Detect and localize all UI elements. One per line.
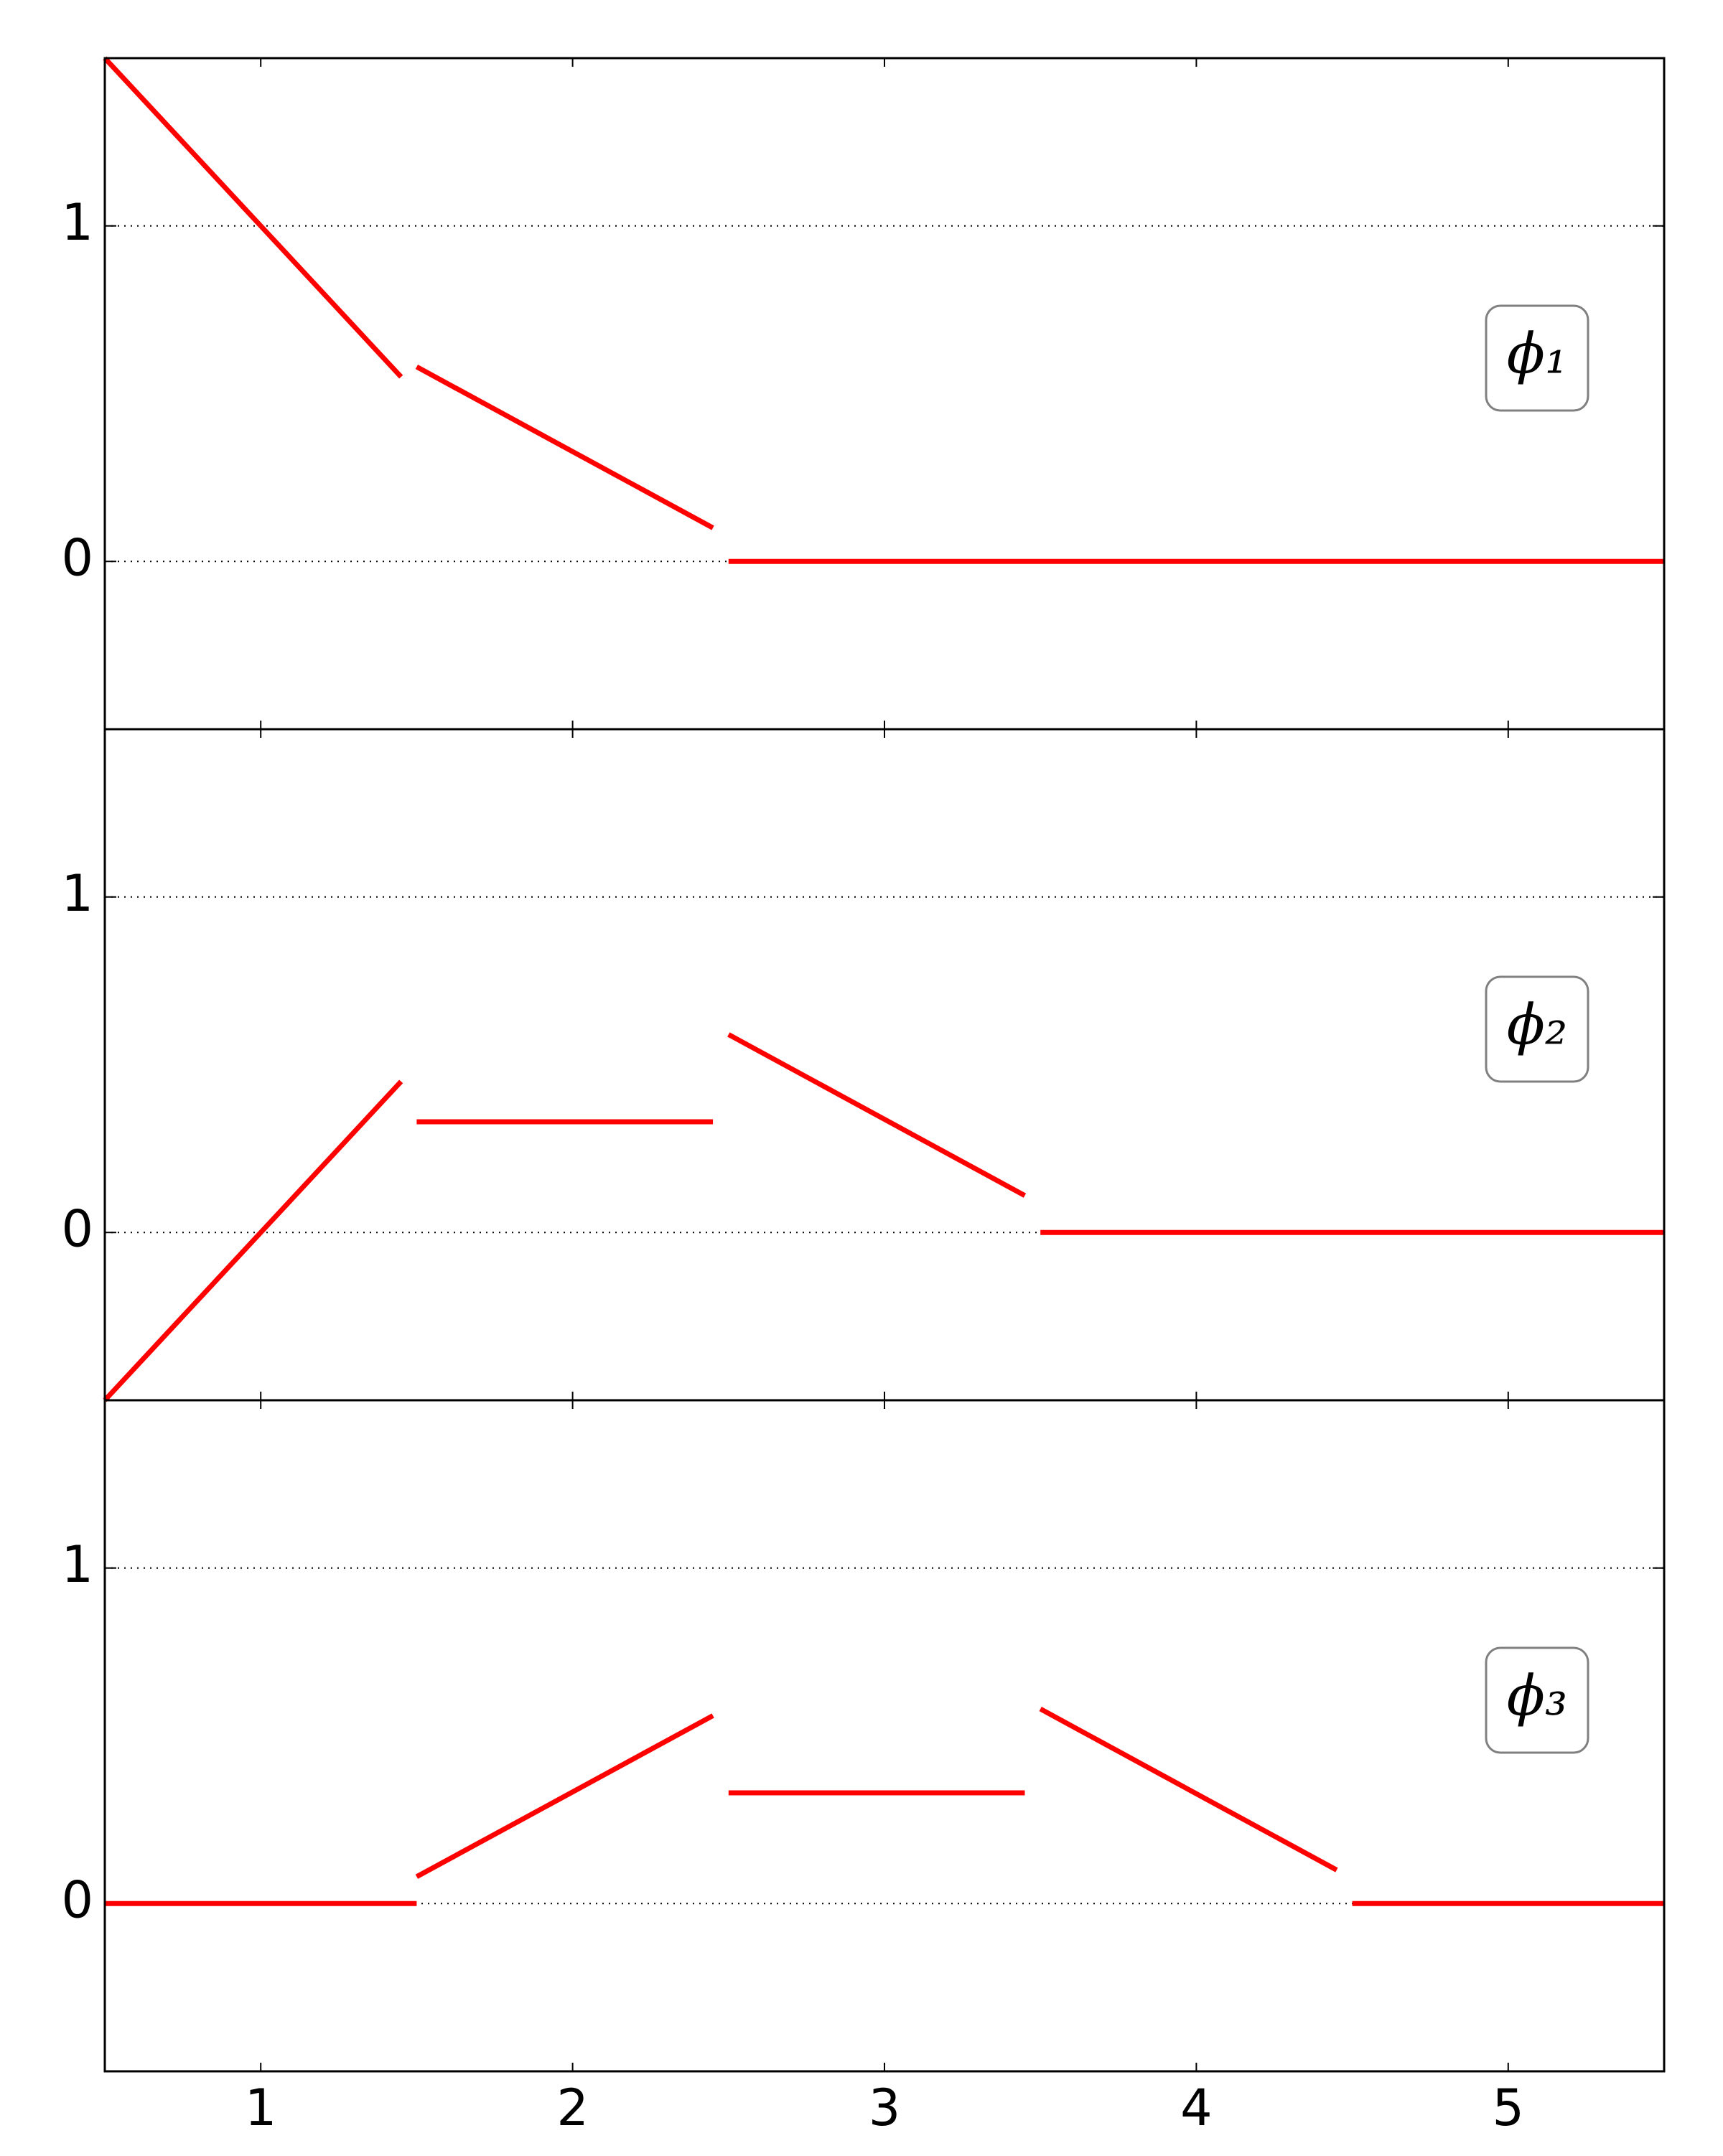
plot-frame (103, 728, 1666, 1402)
plot-frame (103, 57, 1666, 731)
plot-frame (103, 1399, 1666, 2073)
line (103, 1032, 1664, 1402)
x-tick-label: 3 (869, 2078, 901, 2137)
y-tick-label: 1 (61, 193, 93, 252)
annotation-box (1485, 304, 1589, 412)
annotation: ϕ₂ (1507, 993, 1567, 1058)
y-tick-label: 0 (61, 1870, 93, 1929)
y-tick-label: 1 (61, 864, 93, 923)
x-tick-label: 5 (1493, 2078, 1525, 2137)
y-tick-label: 0 (61, 528, 93, 587)
line (103, 56, 1664, 564)
y-tick-label: 0 (61, 1199, 93, 1258)
annotation-box (1485, 975, 1589, 1083)
line (105, 1707, 1664, 1906)
x-tick-label: 1 (245, 2078, 277, 2137)
y-tick-label: 1 (61, 1535, 93, 1594)
x-tick-label: 4 (1180, 2078, 1213, 2137)
annotation: ϕ₃ (1507, 1664, 1567, 1729)
x-tick-label: 2 (556, 2078, 589, 2137)
annotation-box (1485, 1646, 1589, 1754)
annotation: ϕ₁ (1507, 322, 1567, 387)
